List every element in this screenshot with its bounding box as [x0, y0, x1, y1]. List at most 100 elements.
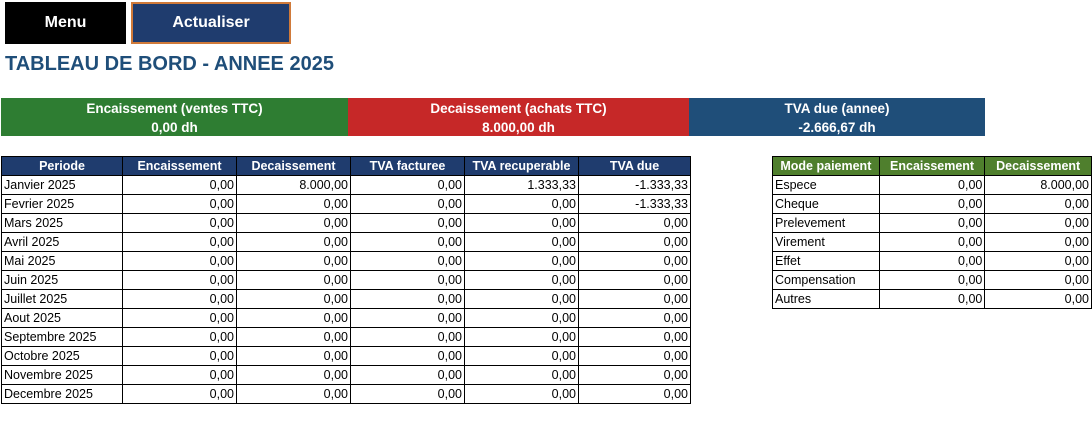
value-cell[interactable]: 0,00	[350, 270, 465, 290]
value-cell[interactable]: 8.000,00	[984, 175, 1092, 195]
value-cell[interactable]: 0,00	[464, 194, 579, 214]
value-cell[interactable]: 0,00	[350, 346, 465, 366]
value-cell[interactable]: 0,00	[578, 365, 691, 385]
value-cell[interactable]: 0,00	[464, 365, 579, 385]
row-label-cell[interactable]: Avril 2025	[1, 232, 123, 252]
value-cell[interactable]: 0,00	[350, 232, 465, 252]
column-header-tva-due[interactable]: TVA due	[578, 156, 691, 176]
value-cell[interactable]: 0,00	[122, 270, 237, 290]
value-cell[interactable]: 0,00	[578, 289, 691, 309]
value-cell[interactable]: 0,00	[578, 251, 691, 271]
value-cell[interactable]: 0,00	[350, 213, 465, 233]
row-label-cell[interactable]: Juin 2025	[1, 270, 123, 290]
value-cell[interactable]: 0,00	[122, 213, 237, 233]
row-label-cell[interactable]: Autres	[772, 289, 880, 309]
value-cell[interactable]: 0,00	[464, 346, 579, 366]
row-label-cell[interactable]: Decembre 2025	[1, 384, 123, 404]
row-label-cell[interactable]: Effet	[772, 251, 880, 271]
value-cell[interactable]: 0,00	[878, 289, 986, 309]
value-cell[interactable]: 0,00	[122, 175, 237, 195]
value-cell[interactable]: 0,00	[578, 308, 691, 328]
value-cell[interactable]: 0,00	[236, 365, 351, 385]
value-cell[interactable]: 0,00	[878, 175, 986, 195]
column-header-decaissement[interactable]: Decaissement	[984, 156, 1092, 176]
row-label-cell[interactable]: Novembre 2025	[1, 365, 123, 385]
value-cell[interactable]: 0,00	[122, 346, 237, 366]
row-label-cell[interactable]: Octobre 2025	[1, 346, 123, 366]
value-cell[interactable]: 0,00	[878, 194, 986, 214]
value-cell[interactable]: 0,00	[236, 346, 351, 366]
value-cell[interactable]: 0,00	[464, 270, 579, 290]
value-cell[interactable]: 0,00	[464, 308, 579, 328]
value-cell[interactable]: 0,00	[350, 194, 465, 214]
value-cell[interactable]: 0,00	[122, 365, 237, 385]
value-cell[interactable]: 0,00	[236, 270, 351, 290]
value-cell[interactable]: 0,00	[350, 327, 465, 347]
value-cell[interactable]: -1.333,33	[578, 175, 691, 195]
row-label-cell[interactable]: Fevrier 2025	[1, 194, 123, 214]
value-cell[interactable]: 0,00	[122, 194, 237, 214]
menu-button[interactable]: Menu	[5, 2, 126, 44]
value-cell[interactable]: 0,00	[236, 251, 351, 271]
value-cell[interactable]: -1.333,33	[578, 194, 691, 214]
value-cell[interactable]: 0,00	[578, 384, 691, 404]
column-header-tva-recuperable[interactable]: TVA recuperable	[464, 156, 579, 176]
value-cell[interactable]: 0,00	[878, 213, 986, 233]
value-cell[interactable]: 0,00	[236, 384, 351, 404]
value-cell[interactable]: 0,00	[464, 327, 579, 347]
value-cell[interactable]: 0,00	[578, 327, 691, 347]
value-cell[interactable]: 0,00	[984, 270, 1092, 290]
row-label-cell[interactable]: Mars 2025	[1, 213, 123, 233]
row-label-cell[interactable]: Juillet 2025	[1, 289, 123, 309]
value-cell[interactable]: 0,00	[464, 232, 579, 252]
row-label-cell[interactable]: Compensation	[772, 270, 880, 290]
value-cell[interactable]: 0,00	[464, 384, 579, 404]
value-cell[interactable]: 0,00	[578, 213, 691, 233]
row-label-cell[interactable]: Aout 2025	[1, 308, 123, 328]
value-cell[interactable]: 0,00	[122, 308, 237, 328]
value-cell[interactable]: 0,00	[236, 232, 351, 252]
row-label-cell[interactable]: Espece	[772, 175, 880, 195]
value-cell[interactable]: 0,00	[350, 289, 465, 309]
column-header-mode-paiement[interactable]: Mode paiement	[772, 156, 880, 176]
column-header-encaissement[interactable]: Encaissement	[878, 156, 986, 176]
value-cell[interactable]: 0,00	[236, 194, 351, 214]
value-cell[interactable]: 0,00	[464, 251, 579, 271]
value-cell[interactable]: 0,00	[878, 270, 986, 290]
row-label-cell[interactable]: Virement	[772, 232, 880, 252]
value-cell[interactable]: 0,00	[984, 232, 1092, 252]
value-cell[interactable]: 0,00	[578, 346, 691, 366]
value-cell[interactable]: 0,00	[122, 384, 237, 404]
value-cell[interactable]: 0,00	[350, 384, 465, 404]
value-cell[interactable]: 0,00	[464, 213, 579, 233]
value-cell[interactable]: 0,00	[122, 232, 237, 252]
row-label-cell[interactable]: Septembre 2025	[1, 327, 123, 347]
value-cell[interactable]: 0,00	[122, 289, 237, 309]
value-cell[interactable]: 0,00	[464, 289, 579, 309]
value-cell[interactable]: 0,00	[878, 251, 986, 271]
value-cell[interactable]: 0,00	[236, 308, 351, 328]
value-cell[interactable]: 0,00	[984, 213, 1092, 233]
column-header-decaissement[interactable]: Decaissement	[236, 156, 351, 176]
value-cell[interactable]: 0,00	[350, 308, 465, 328]
value-cell[interactable]: 0,00	[984, 289, 1092, 309]
row-label-cell[interactable]: Cheque	[772, 194, 880, 214]
value-cell[interactable]: 8.000,00	[236, 175, 351, 195]
value-cell[interactable]: 0,00	[984, 251, 1092, 271]
column-header-periode[interactable]: Periode	[1, 156, 123, 176]
refresh-button[interactable]: Actualiser	[131, 2, 291, 44]
value-cell[interactable]: 0,00	[984, 194, 1092, 214]
value-cell[interactable]: 0,00	[236, 289, 351, 309]
row-label-cell[interactable]: Janvier 2025	[1, 175, 123, 195]
value-cell[interactable]: 0,00	[122, 327, 237, 347]
value-cell[interactable]: 0,00	[122, 251, 237, 271]
value-cell[interactable]: 0,00	[350, 251, 465, 271]
row-label-cell[interactable]: Prelevement	[772, 213, 880, 233]
value-cell[interactable]: 0,00	[350, 175, 465, 195]
value-cell[interactable]: 0,00	[578, 270, 691, 290]
value-cell[interactable]: 0,00	[350, 365, 465, 385]
row-label-cell[interactable]: Mai 2025	[1, 251, 123, 271]
value-cell[interactable]: 0,00	[578, 232, 691, 252]
column-header-encaissement[interactable]: Encaissement	[122, 156, 237, 176]
value-cell[interactable]: 0,00	[236, 213, 351, 233]
